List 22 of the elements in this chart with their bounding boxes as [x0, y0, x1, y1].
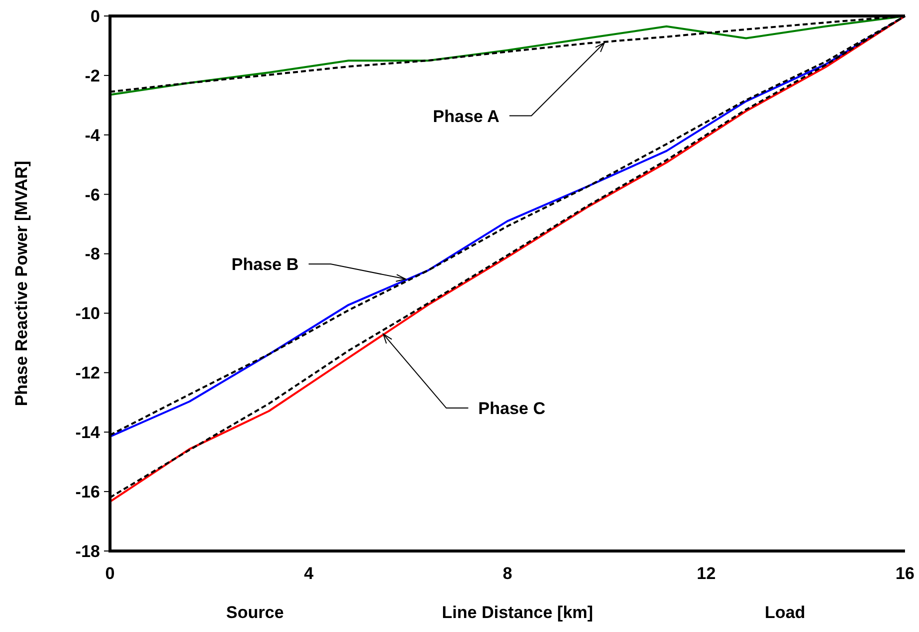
annotation: Phase A [432, 106, 500, 126]
y-tick-label: -14 [75, 423, 101, 442]
x-tick-label: 0 [105, 564, 115, 583]
y-tick-label: 0 [90, 6, 100, 26]
y-tick-label: -16 [75, 482, 100, 502]
annotation: Phase C [478, 399, 546, 418]
x-tick-label: 8 [502, 564, 512, 583]
text: Source [226, 603, 284, 622]
y-axis-title: Phase Reactive Power [MVAR] [12, 160, 31, 406]
y-tick-label: -18 [75, 542, 100, 561]
x-axis-title: Line Distance [km] [442, 603, 594, 622]
y-tick-label: -2 [84, 66, 100, 86]
x-tick-label: 16 [896, 564, 914, 583]
y-tick-label: -4 [84, 126, 101, 145]
y-tick-label: -12 [75, 364, 100, 383]
y-tick-label: -6 [84, 185, 100, 204]
x-tick-label: 12 [696, 564, 716, 583]
x-tick-label: 4 [304, 564, 314, 583]
annotation: Phase B [232, 255, 299, 274]
text: Load [764, 603, 806, 622]
y-tick-label: -10 [75, 304, 100, 324]
y-tick-label: -8 [84, 244, 100, 264]
